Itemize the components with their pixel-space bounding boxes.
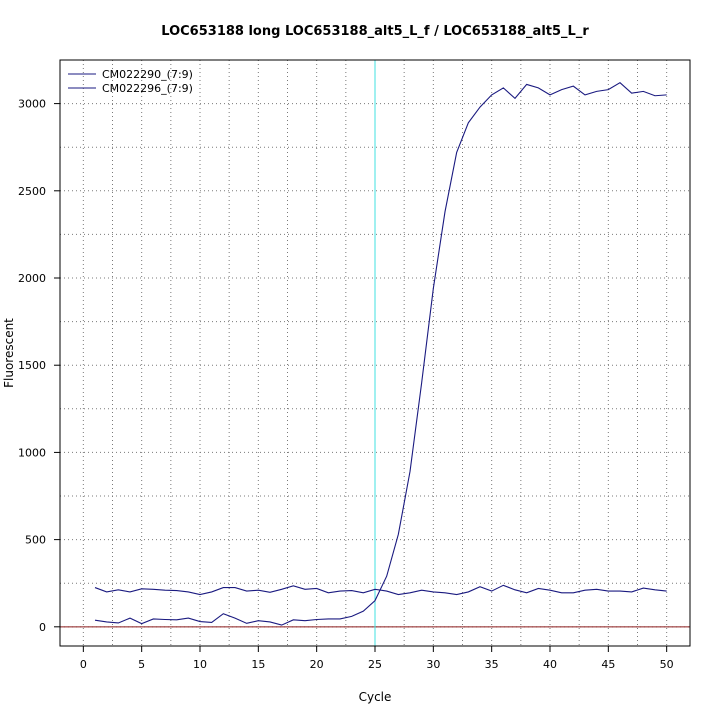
x-tick-label: 40 [543,658,557,671]
series-line [94,81,667,626]
y-tick-label: 2500 [18,185,46,198]
x-tick-label: 10 [193,658,207,671]
series-line [94,584,667,596]
y-tick-label: 1000 [18,446,46,459]
x-tick-label: 45 [601,658,615,671]
x-axis-label: Cycle [359,690,392,704]
x-tick-label: 0 [80,658,87,671]
x-tick-label: 20 [310,658,324,671]
chart-title: LOC653188 long LOC653188_alt5_L_f / LOC6… [161,24,589,39]
series-lines [94,81,667,626]
x-tick-label: 15 [251,658,265,671]
y-tick-label: 3000 [18,98,46,111]
y-tick-label: 2000 [18,272,46,285]
reference-lines [60,60,690,646]
grid-lines [60,60,690,646]
legend: CM022290_(7:9)CM022296_(7:9) [68,68,193,95]
x-axis: 0 5 10 15 20 25 30 35 40 45 50 [80,646,674,671]
y-tick-label: 1500 [18,359,46,372]
x-tick-label: 30 [426,658,440,671]
y-axis-label: Fluorescent [2,318,16,388]
x-tick-label: 5 [138,658,145,671]
x-tick-label: 35 [485,658,499,671]
legend-label: CM022290_(7:9) [102,68,193,81]
y-axis: 0 500 1000 1500 2000 2500 3000 [18,98,60,634]
y-tick-label: 500 [25,534,46,547]
y-tick-label: 0 [39,621,46,634]
legend-label: CM022296_(7:9) [102,82,193,95]
x-tick-label: 25 [368,658,382,671]
x-tick-label: 50 [660,658,674,671]
